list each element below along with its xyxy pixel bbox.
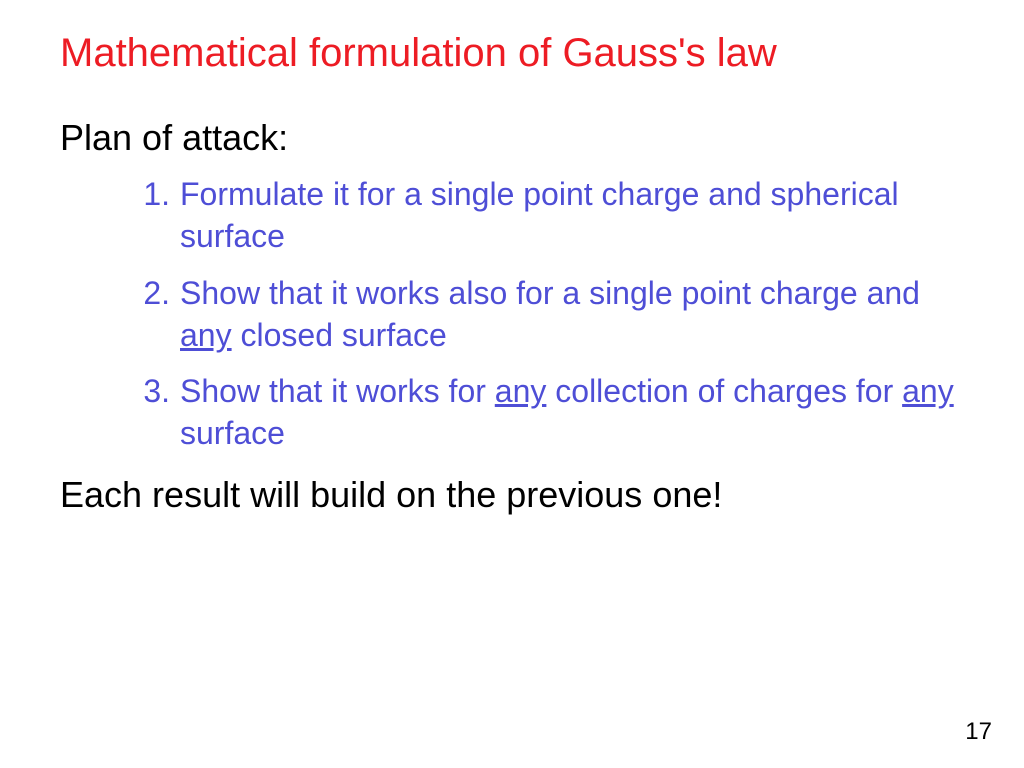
plan-item-1: 1.Formulate it for a single point charge… [60, 173, 964, 257]
plan-item-marker: 3. [120, 370, 170, 412]
page-number: 17 [965, 718, 992, 746]
plan-subtitle: Plan of attack: [60, 116, 964, 159]
slide: Mathematical formulation of Gauss's law … [0, 0, 1024, 768]
slide-title: Mathematical formulation of Gauss's law [60, 30, 964, 76]
plan-item-text: Show that it works for any collection of… [180, 373, 954, 451]
plan-list: 1.Formulate it for a single point charge… [60, 173, 964, 454]
plan-item-2: 2.Show that it works also for a single p… [60, 272, 964, 356]
plan-item-text: Show that it works also for a single poi… [180, 275, 920, 353]
plan-item-3: 3.Show that it works for any collection … [60, 370, 964, 454]
plan-item-text: Formulate it for a single point charge a… [180, 176, 899, 254]
plan-item-marker: 2. [120, 272, 170, 314]
plan-item-marker: 1. [120, 173, 170, 215]
closing-statement: Each result will build on the previous o… [60, 473, 964, 516]
